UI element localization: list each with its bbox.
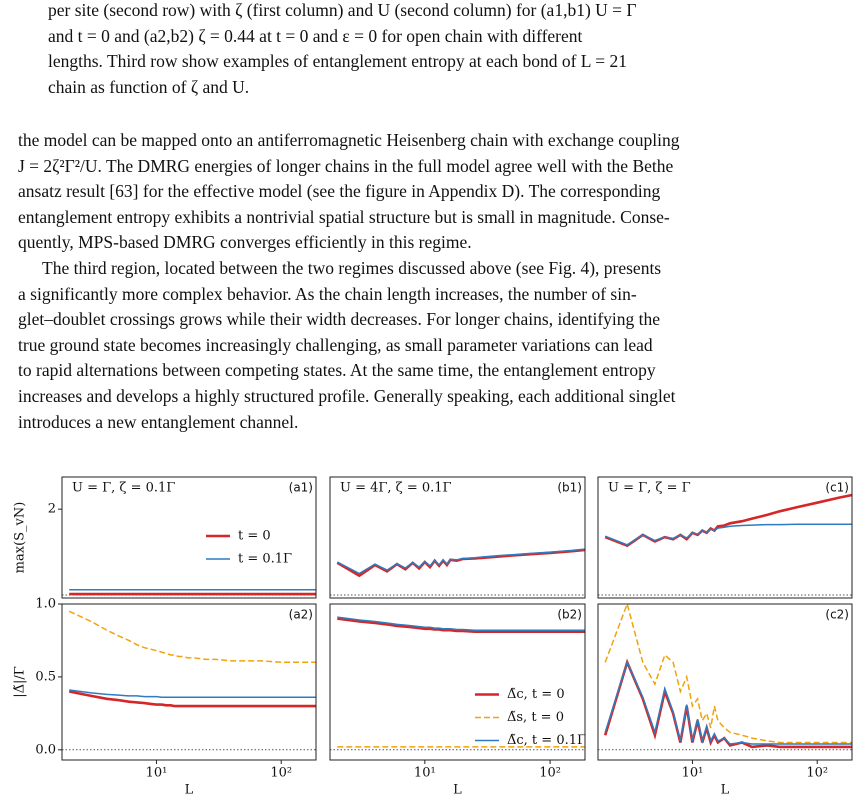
x-tick-label: 10² — [806, 766, 828, 781]
text-line: entanglement entropy exhibits a nontrivi… — [18, 206, 670, 227]
text-line: The third region, located between the tw… — [42, 258, 662, 278]
text-line: and t = 0 and (a2,b2) ζ = 0.44 at t = 0 … — [48, 25, 583, 46]
axes-frame — [329, 476, 586, 599]
series-line — [603, 658, 852, 749]
x-axis-label: L — [453, 783, 462, 798]
panel-label: (c2) — [825, 608, 849, 622]
text-line: increases and develops a highly structur… — [18, 386, 676, 406]
x-tick-label: 10¹ — [146, 766, 168, 781]
axes-frame — [597, 603, 853, 761]
panel-label: (a2) — [289, 608, 313, 622]
y-tick-label: 0.0 — [35, 742, 56, 757]
y-axis-label: max(S_vN) — [13, 502, 28, 574]
panel-label: (c1) — [825, 481, 849, 495]
legend-label: Δ̃c, t = 0 — [507, 687, 565, 702]
text-line: quently, MPS-based DMRG converges effici… — [18, 232, 472, 253]
series-line — [337, 617, 585, 633]
text-line: per site (second row) with ζ (first colu… — [48, 0, 637, 20]
series-line — [604, 660, 852, 745]
text-line: lengths. Third row show examples of enta… — [48, 51, 627, 72]
text-line: to rapid alternations between competing … — [18, 360, 656, 381]
panel-annotation: U = Γ, ζ = 0.1Γ — [72, 481, 175, 496]
x-axis-label: L — [721, 783, 730, 798]
axes-frame — [597, 476, 853, 599]
text-line: ansatz result [63] for the effective mod… — [18, 181, 661, 202]
legend-label: t = 0.1Γ — [238, 552, 292, 567]
text-line: introduces a new entanglement channel. — [18, 411, 299, 432]
text-line: the model can be mapped onto an antiferr… — [18, 130, 680, 150]
series-line — [68, 610, 316, 664]
x-axis-label: L — [185, 783, 194, 798]
panel-label: (a1) — [289, 481, 313, 495]
series-line — [69, 689, 316, 699]
text-line: true ground state becomes increasingly c… — [18, 334, 653, 355]
series-line — [604, 604, 852, 744]
legend-label: t = 0 — [238, 529, 271, 544]
axes-frame — [61, 476, 317, 599]
panel-label: (b2) — [557, 608, 582, 622]
text-line: glet–doublet crossings grows while their… — [18, 309, 661, 330]
legend-label: Δ̃s, t = 0 — [507, 710, 564, 725]
text-line: a significantly more complex behavior. A… — [18, 283, 637, 304]
y-tick-label: 1.0 — [35, 597, 56, 612]
y-tick-label: 2 — [48, 502, 56, 517]
y-axis-label: |Δ̃|/Γ — [13, 666, 28, 698]
series-line — [336, 548, 585, 578]
series-line — [604, 493, 852, 548]
legend-label: Δ̃c, t = 0.1Γ — [507, 733, 586, 748]
series-line — [604, 523, 852, 546]
panel-label: (b1) — [557, 481, 582, 495]
x-tick-label: 10¹ — [682, 766, 704, 781]
panel-annotation: U = Γ, ζ = Γ — [608, 481, 691, 496]
panel-annotation: U = 4Γ, ζ = 0.1Γ — [340, 481, 452, 496]
text-line: J = 2ζ²Γ²/U. The DMRG energies of longer… — [18, 155, 674, 176]
series-line — [337, 616, 585, 631]
axes-frame — [329, 603, 586, 761]
x-tick-label: 10¹ — [414, 766, 436, 781]
y-tick-label: 0.5 — [35, 669, 56, 684]
x-tick-label: 10² — [539, 766, 561, 781]
series-line — [336, 548, 585, 575]
x-tick-label: 10² — [270, 766, 292, 781]
text-line: chain as function of ζ and U. — [48, 76, 250, 97]
axes-frame — [61, 603, 317, 761]
series-line — [68, 690, 316, 708]
